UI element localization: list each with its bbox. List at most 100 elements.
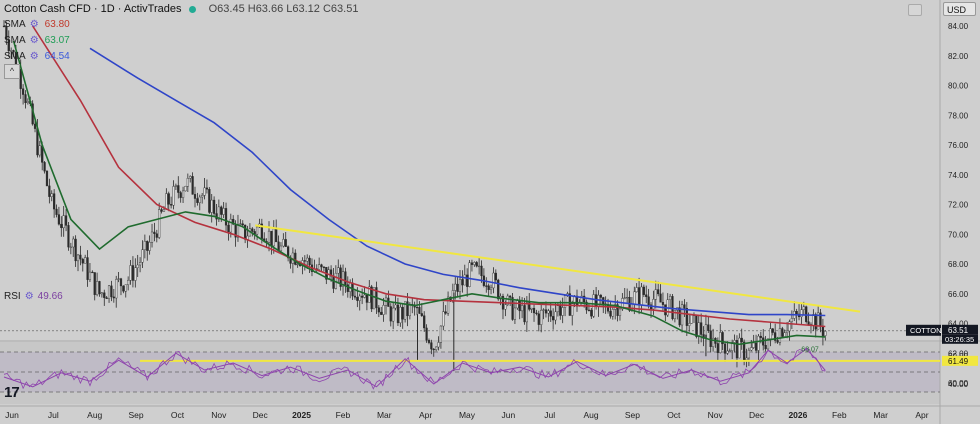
price-tick-label: 68.00 bbox=[948, 260, 969, 269]
settings-icon[interactable]: ⚙ bbox=[29, 51, 39, 62]
candle-body bbox=[353, 295, 357, 298]
candle-body bbox=[661, 302, 665, 305]
candle-body bbox=[389, 306, 392, 322]
candle-body bbox=[733, 340, 736, 343]
candle-body bbox=[184, 186, 187, 192]
tradingview-logo-icon: 17 bbox=[4, 384, 20, 401]
sma-row-3[interactable]: SMA ⚙ 64.54 bbox=[4, 51, 70, 62]
candle-body bbox=[788, 321, 791, 332]
candle-body bbox=[372, 287, 376, 310]
candle-body bbox=[64, 215, 68, 226]
settings-icon[interactable]: ⚙ bbox=[29, 35, 39, 46]
candle-body bbox=[769, 328, 772, 339]
candle-body bbox=[172, 186, 175, 206]
candle-body bbox=[532, 307, 536, 314]
candle-body bbox=[719, 332, 722, 353]
sma-row-2[interactable]: SMA ⚙ 63.07 bbox=[4, 35, 70, 46]
candle-body bbox=[678, 307, 681, 326]
currency-selector[interactable]: USD bbox=[943, 2, 976, 16]
candle-body bbox=[43, 162, 46, 172]
chart-settings-icon[interactable] bbox=[908, 4, 922, 16]
candle-body bbox=[107, 285, 111, 299]
chart-header: Cotton Cash CFD · 1D · ActivTrades O63.4… bbox=[4, 3, 358, 15]
candle-body bbox=[683, 304, 686, 309]
candle-body bbox=[461, 279, 464, 286]
candle-body bbox=[50, 193, 53, 197]
candle-body bbox=[807, 321, 810, 325]
price-tick-label: 64.00 bbox=[948, 320, 969, 329]
candle-body bbox=[346, 284, 349, 292]
candle-body bbox=[177, 185, 180, 193]
candle-body bbox=[430, 342, 433, 350]
sma-label: SMA bbox=[4, 51, 26, 62]
rsi-legend[interactable]: RSI ⚙ 49.66 bbox=[4, 291, 63, 302]
candle-body bbox=[79, 254, 82, 260]
candle-body bbox=[162, 209, 166, 212]
candle-body bbox=[72, 238, 75, 248]
candle-body bbox=[444, 311, 447, 314]
candle-body bbox=[115, 279, 118, 299]
candle-body bbox=[439, 325, 443, 343]
candle-body bbox=[5, 26, 8, 40]
candle-body bbox=[105, 297, 108, 299]
candle-body bbox=[356, 297, 359, 301]
candle-body bbox=[592, 294, 595, 317]
market-status-dot bbox=[188, 5, 196, 13]
candle-body bbox=[210, 199, 213, 213]
candle-body bbox=[587, 309, 591, 311]
candle-body bbox=[167, 193, 170, 205]
candle-body bbox=[320, 264, 323, 268]
candle-body bbox=[642, 286, 645, 295]
candle-body bbox=[415, 306, 419, 309]
candle-body bbox=[764, 345, 767, 350]
settings-icon[interactable]: ⚙ bbox=[29, 19, 39, 30]
candle-body bbox=[205, 187, 209, 190]
candle-body bbox=[485, 285, 488, 287]
candle-body bbox=[60, 223, 63, 229]
collapse-indicators-button[interactable]: ^ bbox=[4, 64, 20, 79]
candle-body bbox=[396, 304, 400, 324]
candle-body bbox=[812, 314, 815, 326]
symbol-tag-label: COTTON bbox=[910, 326, 942, 335]
time-tick-label: Oct bbox=[171, 410, 185, 420]
candle-body bbox=[98, 281, 101, 295]
candle-body bbox=[487, 285, 490, 290]
candle-body bbox=[303, 260, 306, 262]
candle-body bbox=[179, 192, 182, 198]
candle-body bbox=[318, 264, 321, 270]
candle-body bbox=[544, 309, 548, 314]
candle-body bbox=[38, 145, 41, 156]
candle-body bbox=[771, 328, 774, 333]
candle-body bbox=[227, 224, 230, 233]
time-tick-label: Feb bbox=[832, 410, 847, 420]
candle-body bbox=[647, 296, 650, 306]
candle-body bbox=[790, 318, 793, 322]
candle-body bbox=[470, 262, 474, 265]
time-tick-label: Aug bbox=[584, 410, 599, 420]
candle-body bbox=[361, 295, 364, 298]
candle-body bbox=[420, 313, 423, 316]
rsi-value: 49.66 bbox=[37, 291, 63, 302]
candle-body bbox=[129, 265, 132, 281]
candle-body bbox=[814, 314, 817, 330]
candle-body bbox=[239, 223, 242, 225]
candle-body bbox=[296, 263, 299, 266]
candle-body bbox=[492, 272, 495, 289]
settings-icon[interactable]: ⚙ bbox=[24, 291, 34, 302]
candle-body bbox=[294, 252, 297, 265]
candle-body bbox=[535, 312, 538, 314]
candle-body bbox=[81, 258, 84, 264]
candle-body bbox=[554, 311, 557, 321]
candle-body bbox=[802, 306, 805, 310]
sma-row-1[interactable]: SMA ⚙ 63.80 bbox=[4, 19, 70, 30]
candle-body bbox=[222, 208, 225, 215]
candle-body bbox=[609, 311, 612, 317]
time-tick-label: Sep bbox=[129, 410, 144, 420]
symbol-title[interactable]: Cotton Cash CFD · 1D · ActivTrades bbox=[4, 3, 182, 15]
candle-body bbox=[22, 88, 25, 95]
candle-body bbox=[432, 348, 435, 351]
current-price-tag bbox=[942, 324, 978, 335]
candle-body bbox=[750, 347, 753, 351]
candle-body bbox=[33, 123, 37, 129]
